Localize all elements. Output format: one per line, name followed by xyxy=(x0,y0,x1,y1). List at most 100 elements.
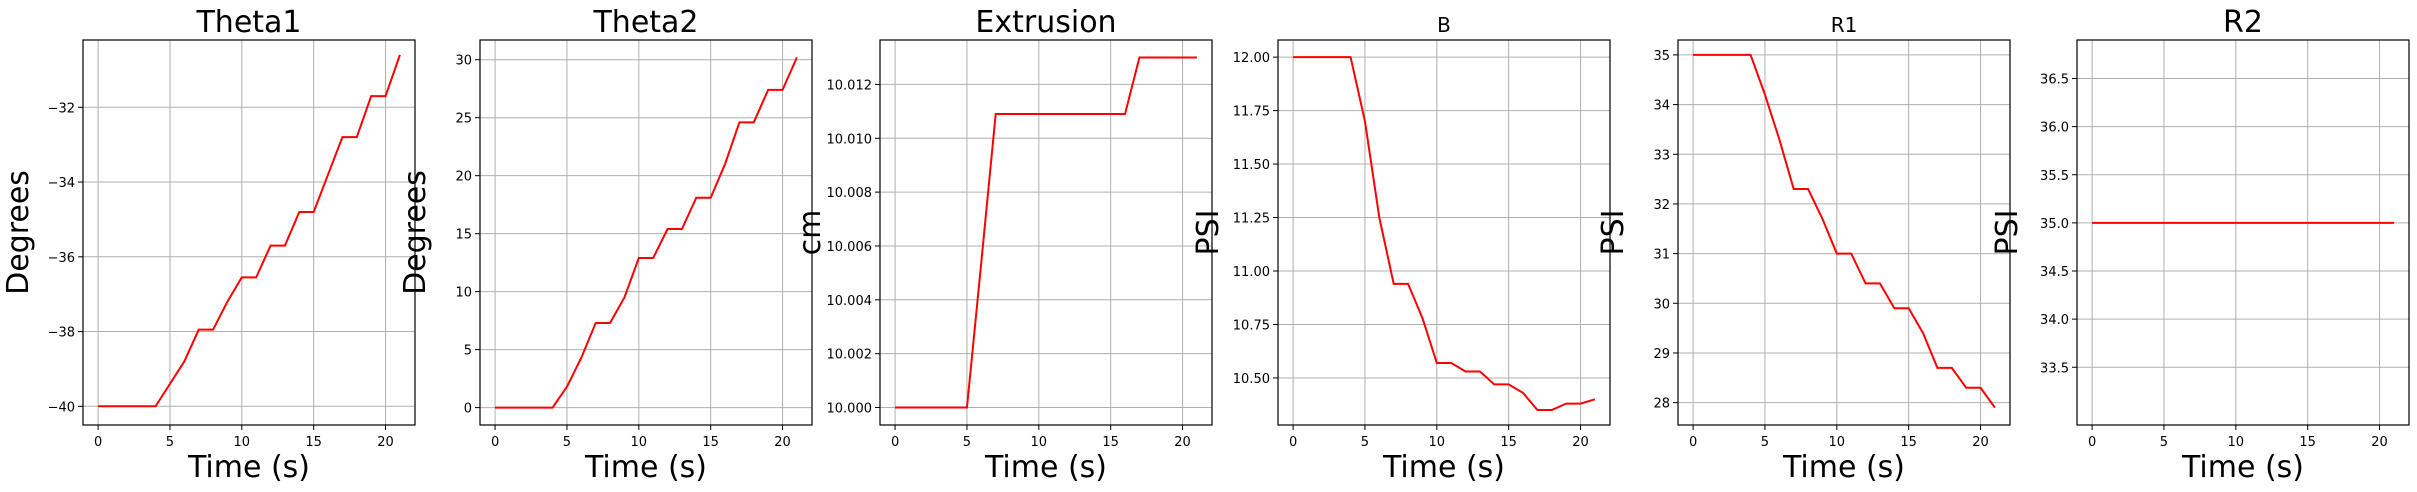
y-tick-label: 10.004 xyxy=(827,294,873,309)
x-tick-label: 5 xyxy=(963,435,971,450)
chart-title: Extrusion xyxy=(975,5,1116,40)
y-axis-label: Degrees xyxy=(398,170,433,295)
x-tick-label: 0 xyxy=(94,435,102,450)
x-axis-label: Time (s) xyxy=(584,450,707,485)
x-tick-label: 10 xyxy=(234,435,251,450)
y-tick-label: 32 xyxy=(1653,198,1670,213)
x-tick-label: 20 xyxy=(1572,435,1589,450)
series-line xyxy=(895,56,1197,409)
y-axis-label: PSI xyxy=(1990,210,2025,256)
x-tick-label: 15 xyxy=(1900,435,1917,450)
x-tick-label: 0 xyxy=(2088,435,2096,450)
y-tick-label: 10.010 xyxy=(827,132,873,147)
panel-extrusion: 0 5 10 15 20 10.000 10.002 10.004 10.006 10.008 10… xyxy=(793,5,1213,485)
series-line xyxy=(1693,53,1996,409)
x-tick-label: 15 xyxy=(2299,435,2316,450)
plot-frame xyxy=(1277,39,1611,426)
x-tick-label: 0 xyxy=(891,435,899,450)
y-tick-label: 10.002 xyxy=(827,348,873,363)
panel-theta1: 0 5 10 15 20 −40 −38 −36 −34 −32 Theta1 Time (s) Deg… xyxy=(1,5,416,485)
x-axis-label: Time (s) xyxy=(2181,450,2304,485)
x-axis-label: Time (s) xyxy=(984,450,1107,485)
y-tick-label: 35.5 xyxy=(2040,169,2069,184)
chart-title: Theta1 xyxy=(195,5,301,40)
plot-frame xyxy=(2076,39,2410,426)
y-tick-label: −34 xyxy=(48,176,75,191)
y-tick-label: 30 xyxy=(455,54,472,69)
y-tick-label: 31 xyxy=(1653,248,1670,263)
chart-title: Theta2 xyxy=(592,5,698,40)
x-tick-label: 15 xyxy=(702,435,719,450)
x-tick-label: 0 xyxy=(1689,435,1697,450)
plot-frame xyxy=(479,39,813,426)
y-tick-label: 35.0 xyxy=(2040,217,2069,232)
y-tick-label: 33 xyxy=(1653,148,1670,163)
x-tick-label: 10 xyxy=(1829,435,1846,450)
y-tick-label: 5 xyxy=(464,344,472,359)
plot-frame xyxy=(1677,39,2011,426)
panel-r1: 0 5 10 15 20 28 29 30 31 32 33 34 35 R1 Time (s) PSI xyxy=(1596,13,2011,485)
chart-title: R1 xyxy=(1831,13,1858,37)
x-axis-label: Time (s) xyxy=(1382,450,1505,485)
x-tick-label: 20 xyxy=(1972,435,1989,450)
y-axis-label: Degrees xyxy=(1,170,36,295)
y-tick-label: 28 xyxy=(1653,397,1670,412)
y-tick-label: 36.5 xyxy=(2040,73,2069,88)
x-tick-label: 10 xyxy=(2228,435,2245,450)
y-tick-label: −38 xyxy=(48,326,75,341)
y-tick-label: 12.00 xyxy=(1233,51,1270,66)
x-tick-label: 5 xyxy=(563,435,571,450)
y-tick-label: 10.000 xyxy=(827,402,873,417)
panel-r2: 0 5 10 15 20 33.5 34.0 34.5 35.0 35.5 36.0 36.5 R2 Ti… xyxy=(1990,5,2410,485)
x-tick-label: 10 xyxy=(631,435,648,450)
y-tick-label: 34.0 xyxy=(2040,313,2069,328)
series-line xyxy=(495,56,798,409)
y-tick-label: 11.00 xyxy=(1233,265,1270,280)
y-tick-label: 29 xyxy=(1653,347,1670,362)
y-tick-label: −40 xyxy=(48,400,75,415)
y-tick-label: 33.5 xyxy=(2040,361,2069,376)
y-tick-label: 34.5 xyxy=(2040,265,2069,280)
x-tick-label: 5 xyxy=(2160,435,2168,450)
chart-title: B xyxy=(1437,13,1451,37)
y-tick-label: −32 xyxy=(48,101,75,116)
chart-title: R2 xyxy=(2223,5,2263,40)
plot-frame xyxy=(879,39,1213,426)
y-tick-label: 10.75 xyxy=(1233,318,1270,333)
series-line xyxy=(1293,56,1596,412)
x-tick-label: 0 xyxy=(1289,435,1297,450)
x-axis-label: Time (s) xyxy=(187,450,310,485)
y-tick-label: 35 xyxy=(1653,49,1670,64)
x-tick-label: 15 xyxy=(1102,435,1119,450)
x-tick-label: 20 xyxy=(377,435,394,450)
x-tick-label: 10 xyxy=(1429,435,1446,450)
y-axis-label: PSI xyxy=(1596,210,1631,256)
x-tick-label: 20 xyxy=(774,435,791,450)
y-axis-label: PSI xyxy=(1191,210,1226,256)
y-tick-label: 11.75 xyxy=(1233,105,1270,120)
y-tick-label: −36 xyxy=(48,251,75,266)
x-tick-label: 15 xyxy=(305,435,322,450)
y-tick-label: 34 xyxy=(1653,99,1670,114)
y-tick-label: 30 xyxy=(1653,297,1670,312)
y-tick-label: 20 xyxy=(455,170,472,185)
y-tick-label: 10.006 xyxy=(827,240,873,255)
y-tick-label: 11.50 xyxy=(1233,158,1270,173)
y-tick-label: 10.012 xyxy=(827,78,873,93)
y-tick-label: 0 xyxy=(464,402,472,417)
y-tick-label: 10 xyxy=(455,286,472,301)
x-tick-label: 5 xyxy=(1761,435,1769,450)
y-tick-label: 10.50 xyxy=(1233,372,1270,387)
y-tick-label: 25 xyxy=(455,112,472,127)
y-axis-label: cm xyxy=(793,210,828,256)
y-tick-label: 36.0 xyxy=(2040,121,2069,136)
y-tick-label: 11.25 xyxy=(1233,212,1270,227)
plot-frame xyxy=(82,39,416,426)
x-tick-label: 10 xyxy=(1031,435,1048,450)
x-tick-label: 20 xyxy=(2371,435,2388,450)
panel-b: 0 5 10 15 20 10.50 10.75 11.00 11.25 11.50 11.75 12… xyxy=(1191,13,1611,485)
y-tick-label: 15 xyxy=(455,228,472,243)
series-line xyxy=(98,54,401,408)
x-tick-label: 5 xyxy=(166,435,174,450)
x-tick-label: 0 xyxy=(491,435,499,450)
